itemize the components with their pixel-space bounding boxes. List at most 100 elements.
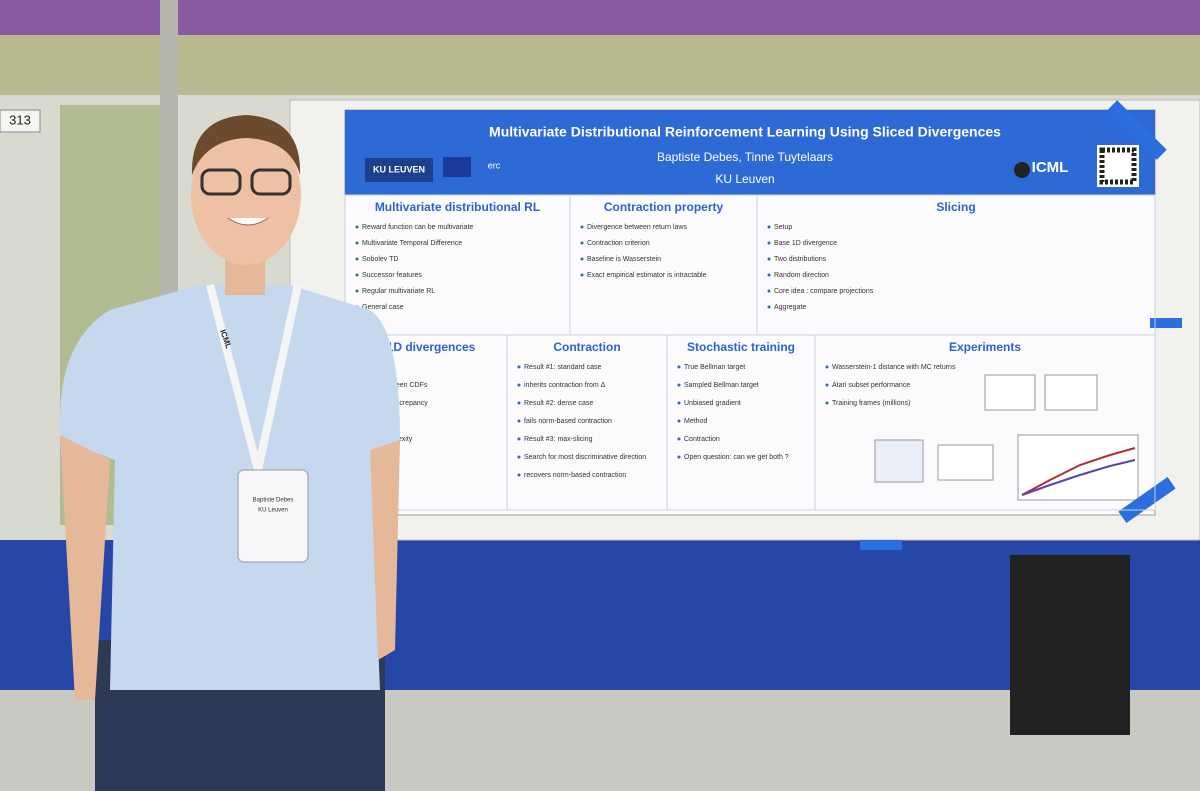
section-heading: e 1D divergences [377,340,476,354]
glasses [200,168,242,196]
section-item: Open question: can we get both ? [684,454,789,461]
person: ICML Baptiste Debes KU Leuven [60,115,400,791]
bullet [677,383,681,387]
section-item: Result #1: standard case [524,364,602,371]
shirt [60,285,400,690]
logo: ICML [1032,159,1069,176]
section-item: Two distributions [774,256,827,263]
bullet [355,273,359,277]
bullet [677,419,681,423]
section-item: Regular multivariate RL [362,288,435,295]
badge-name: Baptiste Debes [253,498,294,504]
section-item: Multivariate Temporal Difference [362,240,462,247]
section-item: Result #2: dense case [524,400,593,407]
bullet [767,241,771,245]
tape [1107,100,1167,160]
section-item: Divergence between return laws [587,224,687,231]
section-item: Atari subset performance [832,382,910,389]
poster-panel [814,334,1156,511]
ceiling-banner [0,0,1200,35]
logo: KU LEUVEN [373,164,425,174]
logo-box [365,158,433,182]
plot [1044,374,1098,411]
tape [1118,477,1176,523]
section-item: True Bellman target [684,364,745,371]
section-item: Reward function can be multivariate [362,224,473,231]
booth-sign [0,109,41,133]
plot [937,444,994,481]
bullet [580,241,584,245]
arm [60,435,110,700]
section-item: fails norm-based contraction [524,418,612,425]
icml-icon [1014,162,1030,178]
bullet [677,365,681,369]
bullet [355,257,359,261]
bullet [517,437,521,441]
section-item: Contraction [684,436,720,443]
bullet [767,257,771,261]
bullet [677,455,681,459]
section-heading: Experiments [949,340,1021,354]
section-item: Base 1D divergence [774,240,837,247]
bullet [517,455,521,459]
section-item: General case [362,304,404,311]
tape [860,540,902,550]
visitor-legs [1010,555,1130,735]
eu-flag [443,157,471,177]
bullet [767,273,771,277]
section-item: Exact empirical estimator is intractable [587,272,707,279]
section-item: inherits contraction from Δ [524,382,606,389]
section-item: recovers norm-based contraction [524,472,626,479]
tape [1150,318,1182,328]
section-item: Wasserstein-1 distance with MC returns [832,364,956,371]
section-item: Sampled Bellman target [684,382,759,389]
logo: erc [488,160,501,170]
bullet [355,225,359,229]
bullet [355,241,359,245]
section-item: Unbiased gradient [684,400,741,407]
qr-pattern [1099,147,1137,185]
bullet [580,225,584,229]
bullet [767,305,771,309]
smile [227,217,269,226]
section-item: Training frames (millions) [832,400,910,407]
arm [370,440,400,660]
poster-title: Multivariate Distributional Reinforcemen… [489,124,1001,140]
bullet [677,401,681,405]
bullet [825,365,829,369]
bullet [517,383,521,387]
bullet [517,401,521,405]
glasses [250,168,292,196]
section-heading: Multivariate distributional RL [375,200,540,214]
face [191,125,301,265]
badge [237,469,309,563]
bullet [767,289,771,293]
plot [874,439,924,483]
section-heading: Stochastic training [687,340,795,354]
section-item: Search for most discriminative direction [524,454,646,461]
section-item: Sobolev TD [362,256,398,263]
section-heading: Contraction property [604,200,724,214]
poster-header [345,110,1155,195]
bullet [580,257,584,261]
section-item: Contraction criterion [587,240,650,247]
bullet [355,289,359,293]
plot [984,374,1036,411]
section-item: Random direction [774,272,829,279]
section-item: Result #3: max-slicing [524,436,593,443]
plot-line [1021,459,1136,496]
section-item: Core idea : compare projections [774,288,874,295]
badge-affiliation: KU Leuven [258,508,288,514]
bullet [580,273,584,277]
section-item: Setup [774,224,792,231]
hair [191,115,301,175]
wall [0,35,1200,95]
section-item: Aggregate [774,304,806,311]
section-item: Successor features [362,272,422,279]
bullet [517,473,521,477]
poster-authors: Baptiste Debes, Tinne Tuytelaars [657,150,833,164]
booth-number: 313 [9,112,31,127]
bullet [767,225,771,229]
